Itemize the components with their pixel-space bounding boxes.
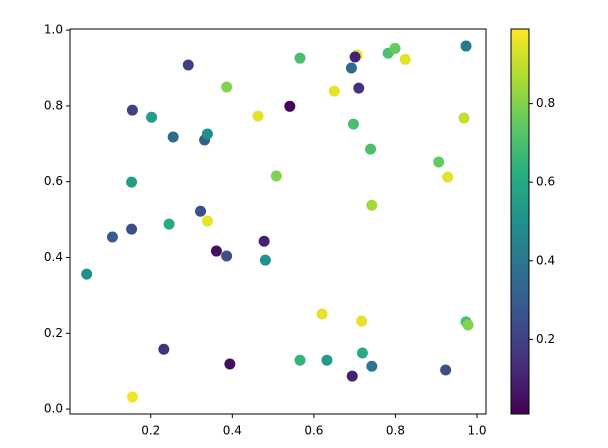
point: [146, 111, 158, 123]
point: [353, 82, 365, 94]
point: [366, 360, 378, 372]
point: [284, 100, 296, 112]
point: [221, 81, 233, 93]
point: [158, 343, 170, 355]
colorbar-tick-label: 0.4: [536, 253, 555, 267]
y-tick-label: 0.0: [44, 402, 63, 416]
point: [442, 171, 454, 183]
colorbar-tick-label: 0.8: [536, 96, 555, 110]
plot-frame: [69, 28, 487, 415]
point: [252, 110, 264, 122]
point: [195, 205, 207, 217]
point: [259, 254, 271, 266]
point: [258, 235, 270, 247]
x-tick-label: 0.6: [304, 424, 323, 438]
point: [345, 62, 357, 74]
y-tick-label: 0.8: [44, 98, 63, 112]
point: [224, 358, 236, 370]
point: [321, 354, 333, 366]
colorbar: [510, 28, 530, 415]
point: [81, 268, 93, 280]
point: [349, 51, 361, 63]
point: [270, 170, 282, 182]
point: [462, 319, 474, 331]
point: [126, 104, 138, 116]
point: [126, 176, 138, 188]
point: [316, 308, 328, 320]
y-tick-label: 0.4: [44, 250, 63, 264]
x-tick-label: 0.2: [141, 424, 160, 438]
point: [294, 52, 306, 64]
point: [460, 40, 472, 52]
point: [126, 391, 138, 403]
point: [433, 156, 445, 168]
y-tick-label: 1.0: [44, 23, 63, 37]
point: [210, 245, 222, 257]
point: [356, 315, 368, 327]
point: [221, 250, 233, 262]
point: [328, 85, 340, 97]
point: [458, 112, 470, 124]
colorbar-tick-label: 0.2: [536, 332, 555, 346]
colorbar-tick-label: 0.6: [536, 175, 555, 189]
point: [106, 231, 118, 243]
point: [356, 347, 368, 359]
point: [440, 364, 452, 376]
x-tick-label: 1.0: [467, 424, 486, 438]
point: [347, 118, 359, 130]
x-tick-label: 0.8: [386, 424, 405, 438]
point: [389, 42, 401, 54]
point: [201, 215, 213, 227]
point: [365, 143, 377, 155]
point: [201, 128, 213, 140]
point: [294, 354, 306, 366]
y-tick-label: 0.6: [44, 174, 63, 188]
point: [346, 370, 358, 382]
point: [366, 199, 378, 211]
point: [126, 223, 138, 235]
y-tick-label: 0.2: [44, 326, 63, 340]
point: [163, 218, 175, 230]
point: [182, 59, 194, 71]
point: [167, 131, 179, 143]
point: [399, 53, 411, 65]
x-tick-label: 0.4: [223, 424, 242, 438]
